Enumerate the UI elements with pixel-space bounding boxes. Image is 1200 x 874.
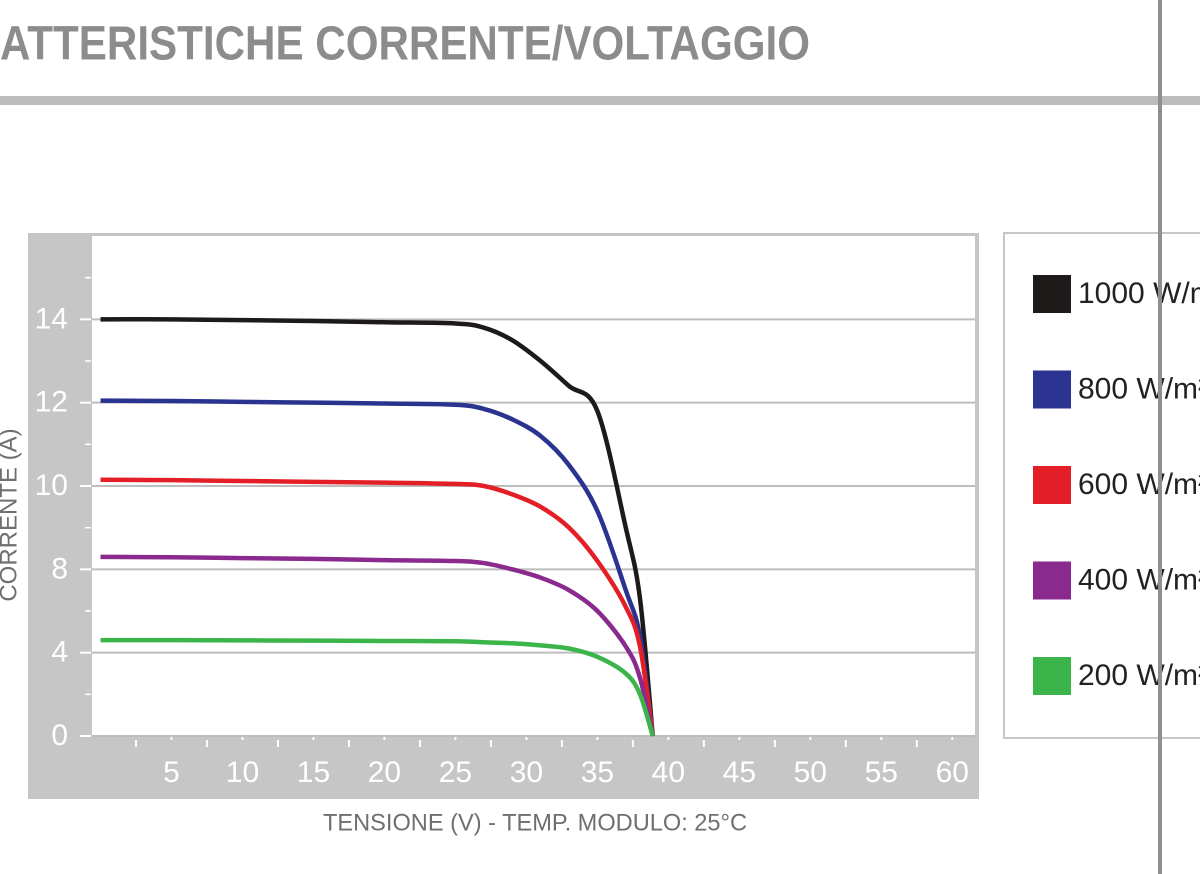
x-tick-label: 15	[297, 756, 330, 789]
series-line	[100, 554, 655, 737]
chart-title: ATTERISTICHE CORRENTE/VOLTAGGIO	[0, 18, 810, 71]
series-line	[100, 637, 655, 737]
x-tick-label: 20	[368, 756, 401, 789]
x-tick-label: 45	[723, 756, 756, 789]
series-line	[100, 398, 655, 737]
x-tick-label: 60	[936, 756, 969, 789]
title-rule	[0, 96, 1200, 105]
x-tick-label: 50	[794, 756, 827, 789]
y-tick-label: 8	[51, 552, 68, 585]
x-axis-label: TENSIONE (V) - TEMP. MODULO: 25°C	[323, 809, 747, 836]
y-tick-label: 10	[35, 469, 68, 502]
series-line	[100, 477, 655, 737]
legend-label: 200 W/m²	[1078, 659, 1200, 692]
y-axis-label: CORRENTE (A)	[0, 428, 22, 601]
legend-label: 1000 W/m²	[1078, 277, 1200, 310]
x-tick-label: 5	[163, 756, 180, 789]
x-tick-label: 30	[510, 756, 543, 789]
legend-label: 800 W/m²	[1078, 372, 1200, 405]
legend-swatch	[1033, 657, 1071, 695]
legend-swatch	[1033, 275, 1071, 313]
legend-swatch	[1033, 561, 1071, 600]
series-line	[100, 317, 655, 737]
page-divider	[1158, 0, 1162, 874]
y-tick-label: 0	[51, 719, 68, 752]
legend-label: 600 W/m²	[1078, 468, 1200, 501]
y-tick-label: 14	[35, 302, 68, 335]
x-tick-label: 25	[439, 756, 472, 789]
x-tick-label: 40	[652, 756, 685, 789]
y-tick-label: 4	[51, 636, 68, 669]
x-tick-label: 10	[226, 756, 259, 789]
x-tick-label: 35	[581, 756, 614, 789]
legend-swatch	[1033, 466, 1071, 504]
legend-label: 400 W/m²	[1078, 563, 1200, 596]
x-tick-label: 55	[865, 756, 898, 789]
y-tick-label: 12	[35, 386, 68, 419]
legend-swatch	[1033, 370, 1071, 409]
